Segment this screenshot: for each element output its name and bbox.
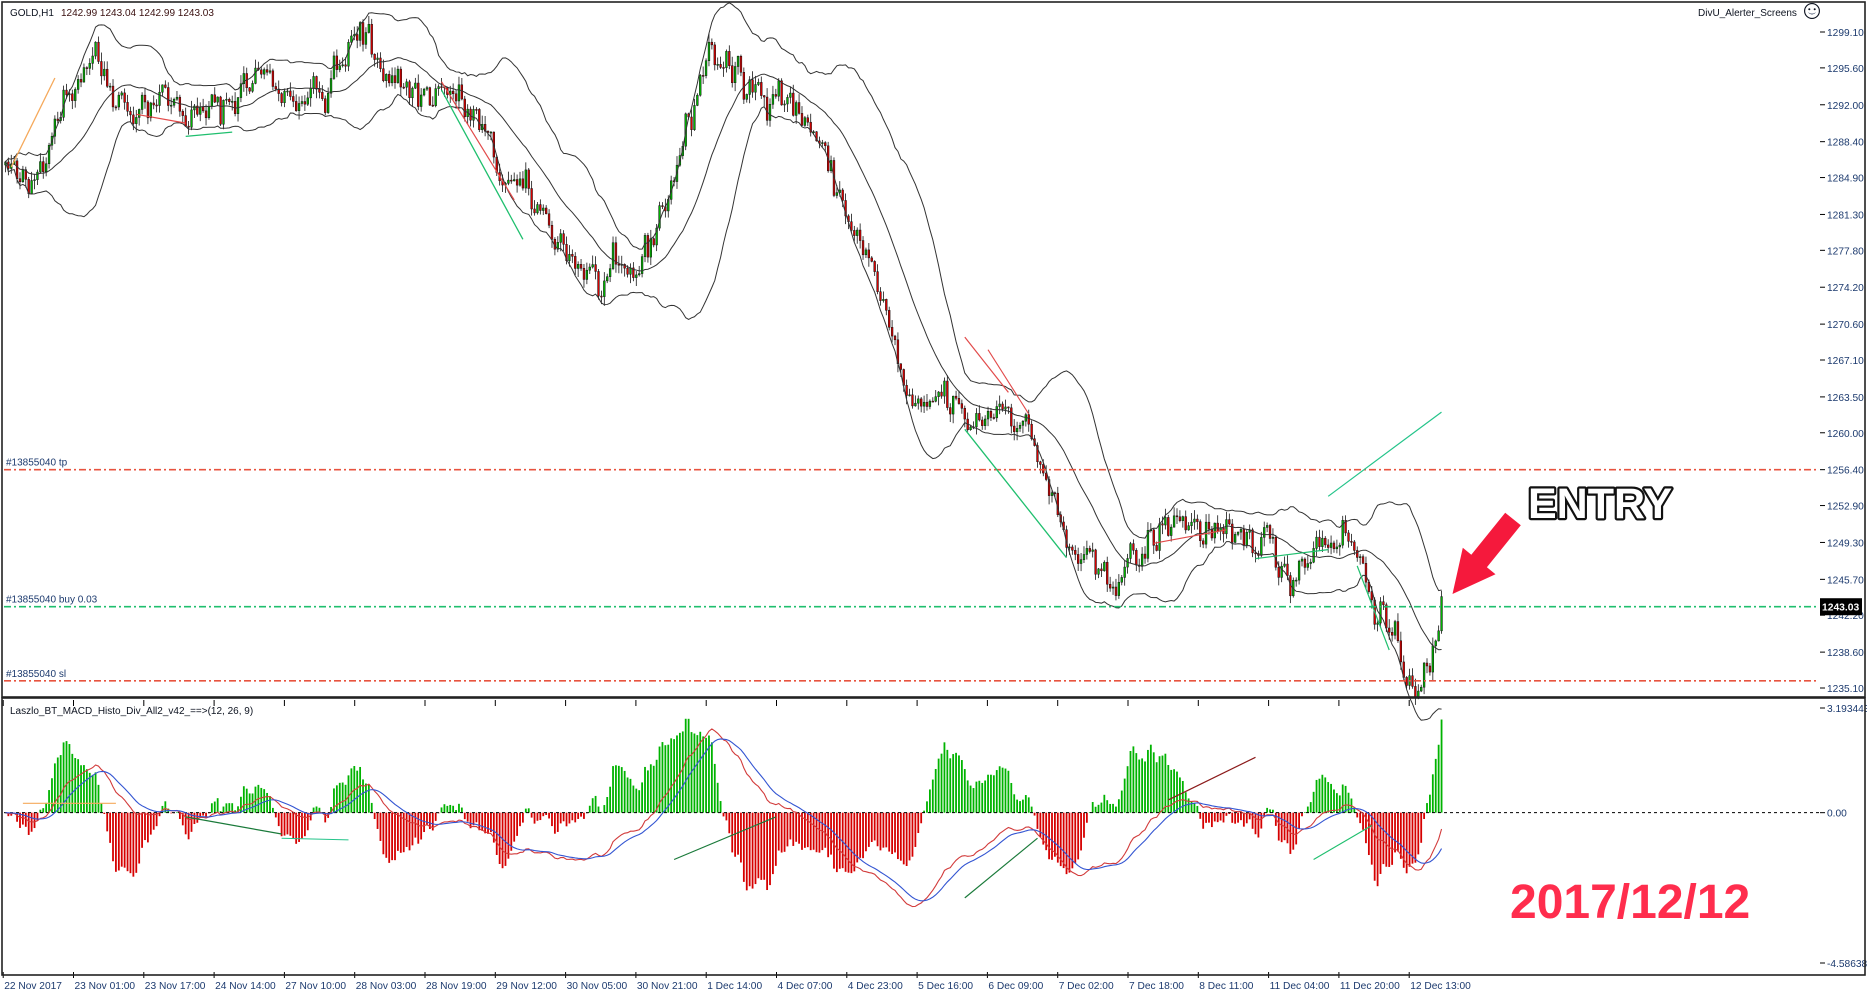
svg-text:28 Nov 19:00: 28 Nov 19:00 [426,981,487,992]
svg-text:7 Dec 18:00: 7 Dec 18:00 [1129,981,1184,992]
svg-text:11 Dec 20:00: 11 Dec 20:00 [1340,981,1400,992]
svg-text:1260.00: 1260.00 [1827,429,1864,440]
svg-text:6 Dec 09:00: 6 Dec 09:00 [988,981,1043,992]
svg-text:1249.30: 1249.30 [1827,538,1864,549]
svg-text:1242.99 1243.04 1242.99 1243.0: 1242.99 1243.04 1242.99 1243.03 [61,8,214,19]
svg-text:8 Dec 11:00: 8 Dec 11:00 [1199,981,1254,992]
svg-text:1274.20: 1274.20 [1827,283,1864,294]
svg-text:1270.60: 1270.60 [1827,320,1864,331]
svg-text:30 Nov 21:00: 30 Nov 21:00 [637,981,698,992]
svg-text:#13855040 buy 0.03: #13855040 buy 0.03 [6,595,98,606]
svg-text:23 Nov 01:00: 23 Nov 01:00 [75,981,136,992]
svg-text:3.193443: 3.193443 [1827,704,1867,715]
svg-text:1238.60: 1238.60 [1827,648,1864,659]
svg-text:1 Dec 14:00: 1 Dec 14:00 [707,981,762,992]
svg-text:ENTRY: ENTRY [1528,480,1672,528]
svg-text:11 Dec 04:00: 11 Dec 04:00 [1270,981,1330,992]
svg-text:4 Dec 23:00: 4 Dec 23:00 [848,981,903,992]
svg-text:0.00: 0.00 [1827,809,1847,820]
svg-text:28 Nov 03:00: 28 Nov 03:00 [356,981,417,992]
svg-text:22 Nov 2017: 22 Nov 2017 [4,981,62,992]
svg-text:2017/12/12: 2017/12/12 [1510,876,1750,929]
svg-text:1288.40: 1288.40 [1827,138,1864,149]
svg-text:1243.03: 1243.03 [1822,603,1859,614]
svg-text:Laszlo_BT_MACD_Histo_Div_All2_: Laszlo_BT_MACD_Histo_Div_All2_v42_==>(12… [10,706,253,717]
svg-text:1299.10: 1299.10 [1827,28,1864,39]
svg-text:1277.80: 1277.80 [1827,246,1864,257]
svg-text:5 Dec 16:00: 5 Dec 16:00 [918,981,973,992]
svg-text:GOLD,H1: GOLD,H1 [10,8,54,19]
svg-text:30 Nov 05:00: 30 Nov 05:00 [567,981,628,992]
svg-text:29 Nov 12:00: 29 Nov 12:00 [496,981,557,992]
svg-text:4 Dec 07:00: 4 Dec 07:00 [778,981,833,992]
svg-text:DivU_Alerter_Screens: DivU_Alerter_Screens [1698,8,1797,19]
svg-text:24 Nov 14:00: 24 Nov 14:00 [215,981,276,992]
svg-text:1267.10: 1267.10 [1827,356,1864,367]
svg-text:-4.586387: -4.586387 [1827,959,1867,970]
svg-text:1252.90: 1252.90 [1827,502,1864,513]
svg-text:#13855040 tp: #13855040 tp [6,458,68,469]
svg-text:1235.10: 1235.10 [1827,684,1864,695]
svg-text:1292.00: 1292.00 [1827,101,1864,112]
svg-text:1256.40: 1256.40 [1827,466,1864,477]
svg-text:1295.60: 1295.60 [1827,64,1864,75]
svg-text:1263.50: 1263.50 [1827,393,1864,404]
svg-text:7 Dec 02:00: 7 Dec 02:00 [1059,981,1114,992]
svg-text:23 Nov 17:00: 23 Nov 17:00 [145,981,206,992]
svg-text:1245.70: 1245.70 [1827,575,1864,586]
svg-text:#13855040 sl: #13855040 sl [6,669,66,680]
svg-text:1284.90: 1284.90 [1827,174,1864,185]
svg-text:12 Dec 13:00: 12 Dec 13:00 [1410,981,1471,992]
svg-text:1281.30: 1281.30 [1827,210,1864,221]
svg-text:27 Nov 10:00: 27 Nov 10:00 [285,981,346,992]
